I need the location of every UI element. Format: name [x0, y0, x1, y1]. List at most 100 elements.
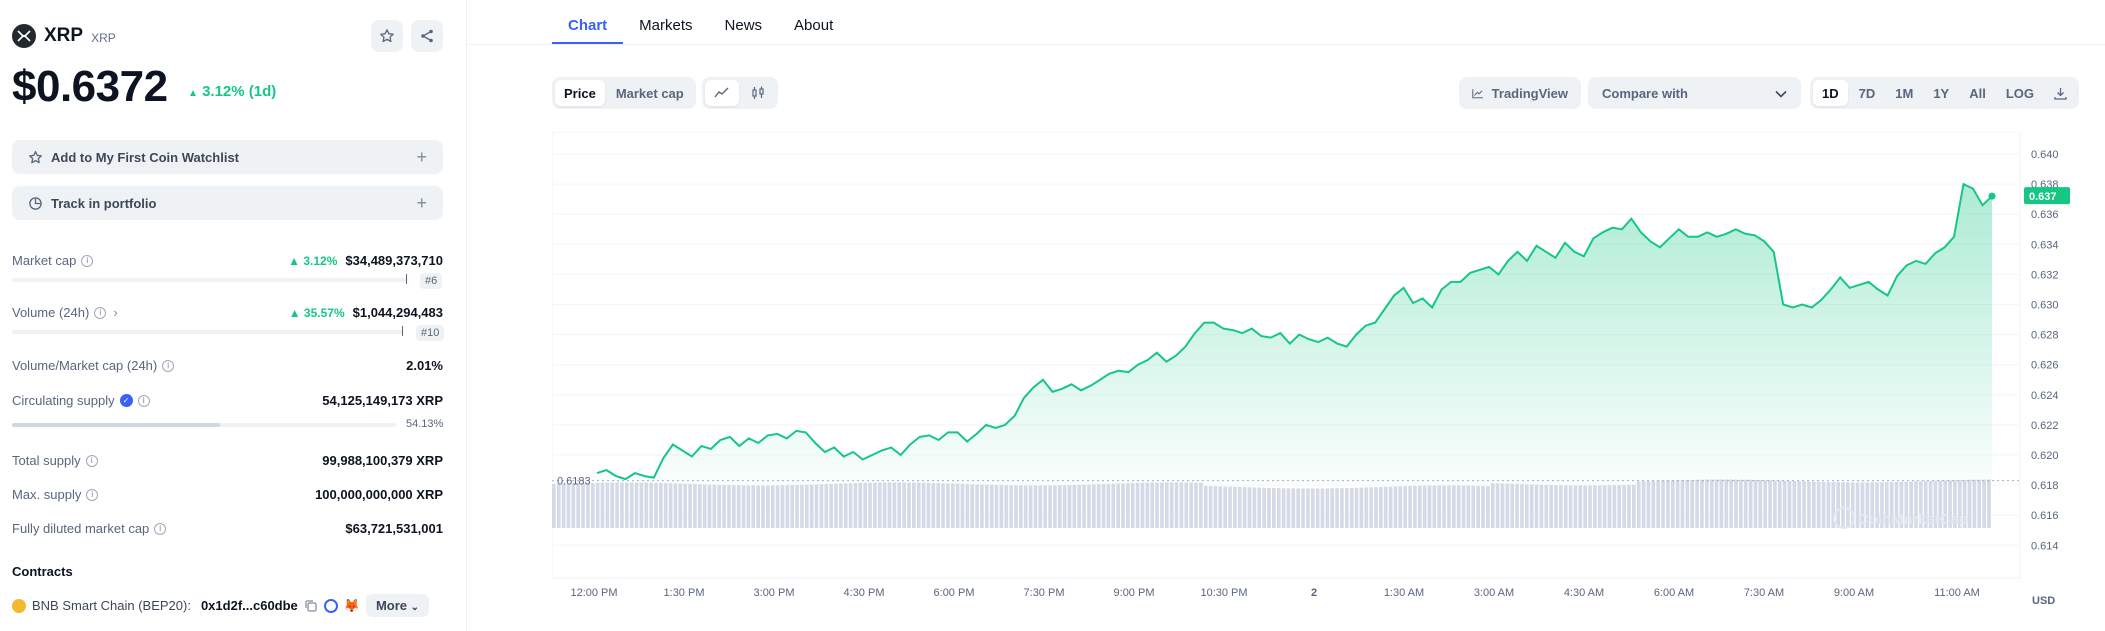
- volume-bar: [892, 482, 897, 528]
- info-icon[interactable]: i: [154, 522, 167, 535]
- reference-price-label: 0.6183: [557, 476, 591, 488]
- range-7d[interactable]: 7D: [1858, 85, 1876, 101]
- volume-bar: [936, 483, 940, 528]
- volume-bar: [1315, 488, 1320, 528]
- volume-bar: [552, 484, 556, 528]
- volume-bar: [1364, 487, 1369, 528]
- volume-bar: [673, 483, 678, 528]
- xrp-logo-icon: [12, 24, 36, 48]
- volume-bar: [790, 485, 795, 528]
- copy-icon[interactable]: [304, 599, 318, 613]
- range-1y[interactable]: 1Y: [1933, 85, 1950, 101]
- volume-bar: [926, 482, 931, 528]
- price-toggle[interactable]: Price: [555, 80, 605, 106]
- market-cap-rank-bar: [12, 278, 408, 282]
- volume-bar: [1116, 483, 1120, 528]
- volume-bar: [1325, 488, 1330, 528]
- volume-bar: [829, 483, 833, 528]
- volume-bar: [1272, 488, 1276, 528]
- chevron-down-icon: [1775, 86, 1787, 101]
- volume-bar: [1053, 485, 1057, 528]
- volume-rank-bar: [12, 330, 404, 334]
- star-button[interactable]: [371, 20, 403, 52]
- tab-chart[interactable]: Chart: [552, 0, 624, 44]
- volume-bar: [663, 483, 668, 528]
- range-1d[interactable]: 1D: [1813, 80, 1848, 106]
- info-icon[interactable]: i: [94, 306, 107, 319]
- volume-bar: [649, 482, 653, 528]
- more-contracts-button[interactable]: More ⌄: [365, 594, 430, 617]
- volume-bar: [1223, 486, 1228, 528]
- volume-bar: [1442, 485, 1446, 528]
- caret-up-icon: ▲: [188, 88, 198, 99]
- volume-bar: [746, 485, 751, 528]
- contract-address[interactable]: 0x1d2f...c60dbe: [200, 598, 298, 613]
- volume-bar: [1398, 486, 1403, 528]
- info-icon[interactable]: i: [86, 488, 99, 501]
- volume-bar: [1349, 487, 1354, 528]
- metamask-icon[interactable]: 🦊: [343, 597, 360, 613]
- volume-bar: [1850, 482, 1855, 528]
- volume-bar: [843, 483, 848, 528]
- volume-bar: [882, 482, 887, 528]
- info-icon[interactable]: i: [85, 454, 98, 467]
- coin-price: $0.6372: [12, 62, 168, 111]
- tradingview-button[interactable]: TradingView: [1459, 77, 1581, 109]
- volume-bar: [629, 482, 634, 528]
- y-tick-label: 0.632: [2031, 269, 2059, 281]
- volume-bar: [1787, 480, 1792, 528]
- explorer-icon[interactable]: [323, 598, 338, 613]
- current-price-label: 0.637: [2029, 191, 2057, 203]
- volume-bar: [921, 482, 926, 528]
- info-icon[interactable]: i: [137, 394, 150, 407]
- range-log[interactable]: LOG: [2005, 85, 2035, 101]
- tab-markets[interactable]: Markets: [639, 17, 693, 34]
- download-button[interactable]: [2045, 80, 2076, 106]
- tab-news[interactable]: News: [724, 17, 763, 34]
- volume-bar: [1038, 485, 1043, 528]
- volume-bar: [1427, 485, 1432, 528]
- volume-bar: [1768, 480, 1772, 528]
- info-icon[interactable]: i: [162, 359, 175, 372]
- volume-bar: [984, 484, 989, 528]
- chevron-right-icon[interactable]: ›: [113, 305, 118, 320]
- volume-bar: [1087, 484, 1091, 528]
- x-tick-label: 9:00 AM: [1834, 587, 1874, 599]
- line-chart-toggle[interactable]: [705, 80, 739, 106]
- stat-value: $34,489,373,710: [345, 253, 443, 268]
- market-cap-toggle[interactable]: Market cap: [615, 85, 684, 101]
- price-chart[interactable]: 0.6400.6380.6360.6340.6320.6300.6280.626…: [552, 132, 2072, 622]
- add-to-watchlist-button[interactable]: Add to My First Coin Watchlist +: [12, 140, 443, 174]
- volume-bar: [1758, 480, 1763, 528]
- volume-bar: [1276, 488, 1281, 528]
- volume-bar: [1675, 480, 1680, 528]
- volume-bar: [1456, 485, 1461, 528]
- volume-bar: [970, 484, 975, 528]
- volume-bar: [1573, 485, 1578, 528]
- range-1m[interactable]: 1M: [1895, 85, 1914, 101]
- x-tick-label: 3:00 AM: [1474, 587, 1514, 599]
- volume-bar: [1092, 484, 1096, 528]
- coin-info-panel: XRP XRP $0.6372 ▲ 3.12% (1d) Add to My F…: [0, 0, 467, 631]
- volume-bar: [1700, 479, 1704, 528]
- volume-bar: [1004, 485, 1009, 528]
- share-button[interactable]: [411, 20, 443, 52]
- range-all[interactable]: All: [1969, 85, 1986, 101]
- info-icon[interactable]: i: [81, 254, 94, 267]
- volume-bar: [1515, 484, 1519, 528]
- volume-bar: [1763, 480, 1768, 528]
- volume-bar: [1816, 481, 1821, 528]
- x-tick-label: 7:30 PM: [1024, 587, 1065, 599]
- x-tick-label: 7:30 AM: [1744, 587, 1784, 599]
- y-tick-label: 0.616: [2031, 510, 2059, 522]
- candlestick-toggle[interactable]: [741, 80, 775, 106]
- volume-bar: [960, 483, 965, 528]
- volume-bar: [707, 484, 712, 528]
- tab-about[interactable]: About: [794, 17, 834, 34]
- volume-bar: [1023, 485, 1028, 528]
- track-portfolio-button[interactable]: Track in portfolio +: [12, 186, 443, 220]
- volume-bar: [1310, 488, 1315, 528]
- compare-with-dropdown[interactable]: Compare with: [1588, 77, 1801, 109]
- watchlist-label: Add to My First Coin Watchlist: [51, 149, 240, 165]
- volume-bar: [1422, 485, 1427, 528]
